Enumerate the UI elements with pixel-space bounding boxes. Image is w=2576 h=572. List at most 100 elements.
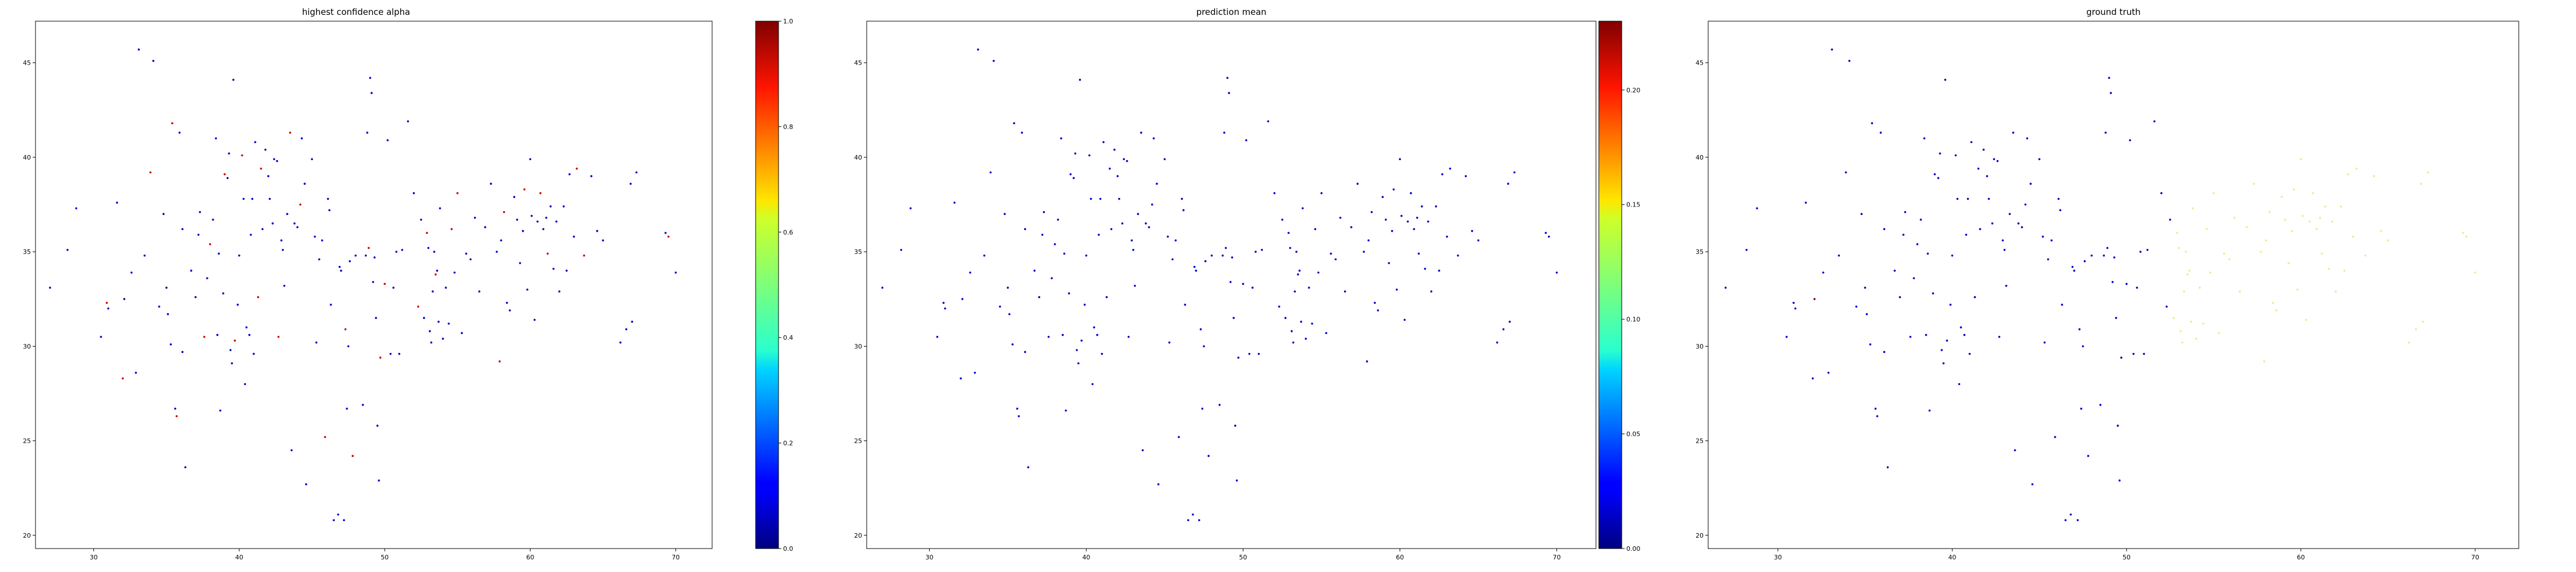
scatter-point <box>1339 216 1342 219</box>
scatter-point <box>2160 192 2163 194</box>
scatter-point <box>433 251 436 253</box>
scatter-point <box>1003 213 1006 215</box>
scatter-point <box>2209 271 2211 274</box>
scatter-point <box>327 197 329 200</box>
scatter-point <box>1198 519 1200 522</box>
scatter-point <box>2228 258 2231 261</box>
scatter-point <box>165 287 168 289</box>
scatter-point <box>175 415 178 418</box>
scatter-point <box>674 271 677 274</box>
scatter-point <box>1116 175 1119 177</box>
scatter-point <box>1290 330 1293 332</box>
scatter-point <box>1392 188 1395 190</box>
scatter-point <box>1061 333 1064 336</box>
y-tick-label: 30 <box>854 343 862 350</box>
colorbar-tick-label: 0.15 <box>1626 201 1641 209</box>
scatter-point <box>362 404 364 406</box>
scatter-point <box>2287 262 2290 264</box>
scatter-point <box>384 283 386 285</box>
scatter-point <box>1445 235 1448 238</box>
colorbar-tick-label: 0.2 <box>783 440 793 447</box>
scatter-point <box>465 252 468 255</box>
scatter-point <box>513 196 516 198</box>
scatter-point <box>2047 258 2049 261</box>
scatter-point <box>881 287 884 289</box>
scatter-point <box>260 167 262 170</box>
scatter-point <box>1178 436 1180 438</box>
scatter-point <box>1356 182 1359 185</box>
y-tick-label: 20 <box>1696 532 1704 539</box>
scatter-point <box>456 192 459 194</box>
scatter-point <box>1320 192 1323 194</box>
scatter-point <box>1366 360 1368 363</box>
scatter-point <box>1193 265 1196 268</box>
scatter-point <box>1934 173 1936 176</box>
scatter-points <box>49 48 677 522</box>
scatter-point <box>105 301 108 304</box>
scatter-point <box>1258 352 1260 355</box>
scatter-point <box>2305 319 2308 321</box>
scatter-point <box>1916 243 1919 245</box>
scatter-point <box>1184 303 1186 306</box>
scatter-point <box>1860 213 1863 215</box>
scatter-point <box>162 213 165 215</box>
scatter-point <box>1300 320 1302 323</box>
scatter-point <box>519 262 521 264</box>
scatter-point <box>1226 77 1228 79</box>
scatter-point <box>2364 254 2366 257</box>
scatter-point <box>1724 287 1727 289</box>
scatter-point <box>1963 333 1966 336</box>
scatter-point <box>2099 404 2101 406</box>
x-tick-label: 50 <box>381 554 389 561</box>
scatter-point <box>2195 337 2198 340</box>
scatter-point <box>216 333 219 336</box>
scatter-point <box>231 362 233 364</box>
scatter-point <box>427 247 430 249</box>
scatter-point <box>1471 230 1473 232</box>
x-tick-label: 50 <box>1239 554 1247 561</box>
scatter-point <box>1794 307 1797 310</box>
scatter-point <box>2212 192 2215 194</box>
colorbar-tick-label: 0.0 <box>783 545 793 553</box>
scatter-point <box>203 336 206 338</box>
scatter-point <box>234 339 236 342</box>
scatter-point <box>1042 210 1045 213</box>
y-tick-label: 35 <box>854 248 862 256</box>
scatter-point <box>413 192 415 194</box>
scatter-point <box>232 78 235 81</box>
scatter-point <box>2319 216 2321 219</box>
colorbar-frame <box>1598 21 1622 549</box>
scatter-point <box>330 303 332 306</box>
scatter-point <box>1894 269 1896 272</box>
scatter-point <box>1792 301 1795 304</box>
scatter-point <box>536 220 539 223</box>
scatter-point <box>1381 196 1384 198</box>
scatter-point <box>1113 148 1116 151</box>
scatter-point <box>1137 213 1139 215</box>
scatter-point <box>1548 235 1550 238</box>
y-tick-label: 45 <box>23 59 31 67</box>
colorbar-ticks: 0.0 0.2 0.4 0.6 0.8 1.0 <box>779 18 793 553</box>
scatter-point <box>254 141 256 144</box>
scatter-point <box>215 137 218 140</box>
scatter-point <box>2373 175 2376 177</box>
scatter-point <box>1926 252 1929 255</box>
scatter-point <box>2069 513 2072 516</box>
scatter-point <box>190 269 192 272</box>
scatter-point <box>283 284 286 287</box>
scatter-point <box>2026 137 2029 140</box>
scatter-point <box>1855 305 1858 308</box>
scatter-point <box>1248 352 1251 355</box>
scatter-point <box>1076 349 1078 351</box>
scatter-point <box>1224 247 1227 249</box>
scatter-point <box>1344 290 1346 293</box>
scatter-point <box>2474 271 2476 274</box>
scatter-point <box>2103 254 2105 257</box>
scatter-point <box>1939 152 1941 155</box>
scatter-point <box>333 519 335 522</box>
y-tick-label: 20 <box>23 532 31 539</box>
scatter-point <box>1140 132 1143 134</box>
scatter-point <box>436 269 438 272</box>
scatter-point <box>1838 254 1840 257</box>
scatter-point <box>184 466 187 468</box>
